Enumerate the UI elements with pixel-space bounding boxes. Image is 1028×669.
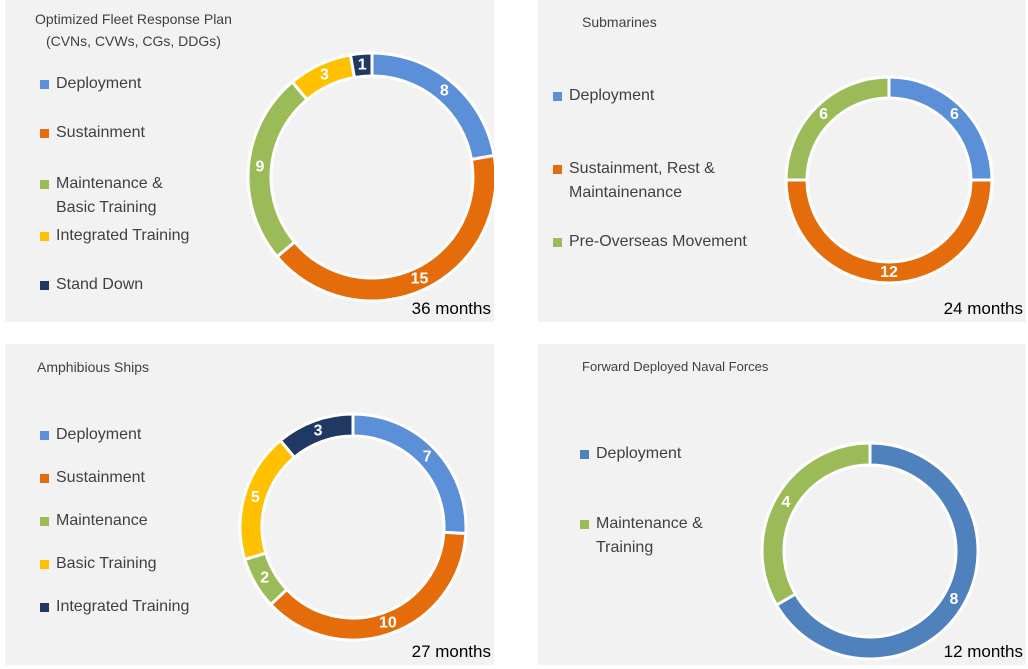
data-label: 15 bbox=[411, 270, 429, 287]
legend-item: Sustainment bbox=[40, 466, 145, 490]
data-label: 8 bbox=[440, 82, 449, 99]
donut-segment bbox=[774, 441, 980, 661]
legend-label: Maintenance & Basic Training bbox=[56, 175, 163, 216]
chart-panel: 6 12 6 Submarines Deployment Sustainment, Res… bbox=[538, 0, 1026, 322]
legend-swatch bbox=[553, 92, 562, 101]
legend-label: Maintenance & Training bbox=[596, 515, 703, 556]
legend-label: Basic Training bbox=[56, 555, 157, 572]
data-label: 3 bbox=[320, 67, 329, 84]
legend-item: Deployment bbox=[40, 72, 141, 96]
legend-swatch bbox=[40, 560, 49, 569]
legend-item: Deployment bbox=[553, 84, 654, 108]
donut-segment bbox=[784, 75, 891, 182]
legend-item: Integrated Training bbox=[40, 224, 189, 248]
donut-segment bbox=[887, 75, 994, 182]
total-label: 36 months bbox=[411, 299, 491, 318]
donut-chart: 6 12 6 bbox=[784, 75, 994, 285]
legend-swatch bbox=[40, 603, 49, 612]
legend-swatch bbox=[553, 165, 562, 174]
donut-segment bbox=[278, 412, 355, 460]
donut-segment bbox=[351, 412, 468, 536]
legend-swatch bbox=[40, 431, 49, 440]
legend-item: Basic Training bbox=[40, 552, 157, 576]
legend-item: Stand Down bbox=[40, 273, 143, 297]
data-label: 9 bbox=[255, 159, 264, 176]
legend-label: Integrated Training bbox=[56, 227, 190, 244]
data-label: 3 bbox=[314, 423, 323, 440]
chart-title: Submarines bbox=[582, 14, 657, 30]
data-label: 8 bbox=[950, 591, 959, 608]
legend-label: Deployment bbox=[56, 426, 142, 443]
data-label: 5 bbox=[251, 489, 260, 506]
legend-swatch bbox=[553, 238, 562, 247]
donut-chart: 84 bbox=[760, 441, 980, 661]
legend-swatch bbox=[40, 281, 49, 290]
chart-panel: 8 4 Forward Deployed Naval Forces Deploymen… bbox=[538, 344, 1026, 665]
legend-item: Maintenance & Training bbox=[580, 512, 703, 560]
legend-swatch bbox=[40, 180, 49, 189]
legend-item: Deployment bbox=[40, 423, 141, 447]
legend-item: Integrated Training bbox=[40, 595, 189, 619]
legend-swatch bbox=[40, 129, 49, 138]
chart-title: Optimized Fleet Response Plan (CVNs, CVW… bbox=[35, 11, 232, 49]
legend-item: Maintenance bbox=[40, 509, 148, 533]
legend-item: Sustainment, Rest & Maintainenance bbox=[553, 157, 715, 205]
legend-label: Deployment bbox=[596, 445, 682, 462]
legend-item: Pre-Overseas Movement bbox=[553, 230, 747, 254]
legend-label: Maintenance bbox=[56, 512, 148, 529]
legend-label: Deployment bbox=[56, 75, 142, 92]
chart-panel: 7 10 2 5 3 Amphibious Ships Deployment Sustainm… bbox=[5, 344, 494, 665]
legend-item: Deployment bbox=[580, 442, 681, 466]
legend-label: Stand Down bbox=[56, 276, 144, 293]
legend-label: Pre-Overseas Movement bbox=[569, 233, 747, 250]
total-label: 12 months bbox=[943, 642, 1023, 661]
legend-label: Deployment bbox=[569, 87, 655, 104]
legend-swatch bbox=[580, 520, 589, 529]
donut-segment bbox=[238, 438, 297, 562]
donut-segment bbox=[348, 51, 374, 80]
data-label: 10 bbox=[379, 614, 397, 631]
data-label: 1 bbox=[358, 56, 367, 73]
chart-title: Amphibious Ships bbox=[37, 359, 150, 375]
chart-panel: 8 15 9 3 1 Optimized Fleet Response Plan (CVN… bbox=[5, 0, 494, 322]
legend-swatch bbox=[580, 450, 589, 459]
donut-segment bbox=[274, 153, 494, 303]
legend-swatch bbox=[40, 80, 49, 89]
data-label: 2 bbox=[260, 570, 269, 587]
donut-segment bbox=[760, 441, 872, 608]
legend-item: Maintenance & Basic Training bbox=[40, 172, 163, 220]
legend-swatch bbox=[40, 517, 49, 526]
data-label: 12 bbox=[880, 264, 898, 281]
donut-chart: 8 15 9 3 1 bbox=[246, 51, 494, 303]
legend-item: Sustainment bbox=[40, 121, 145, 145]
donut-chart: 7 10 2 5 3 bbox=[238, 412, 468, 642]
legend-label: Sustainment bbox=[56, 469, 145, 486]
total-label: 24 months bbox=[943, 299, 1023, 318]
data-label: 7 bbox=[423, 449, 432, 466]
legend-label: Sustainment bbox=[56, 124, 145, 141]
chart-title: Forward Deployed Naval Forces bbox=[582, 359, 769, 374]
data-label: 6 bbox=[950, 106, 959, 123]
donut-segment bbox=[370, 51, 494, 162]
donut-segment bbox=[268, 530, 468, 642]
data-label: 6 bbox=[819, 106, 828, 123]
legend-swatch bbox=[40, 474, 49, 483]
legend-label: Integrated Training bbox=[56, 598, 190, 615]
legend-label: Sustainment, Rest & Maintainenance bbox=[569, 160, 715, 201]
data-label: 4 bbox=[782, 494, 791, 511]
legend-swatch bbox=[40, 232, 49, 241]
total-label: 27 months bbox=[411, 642, 491, 661]
